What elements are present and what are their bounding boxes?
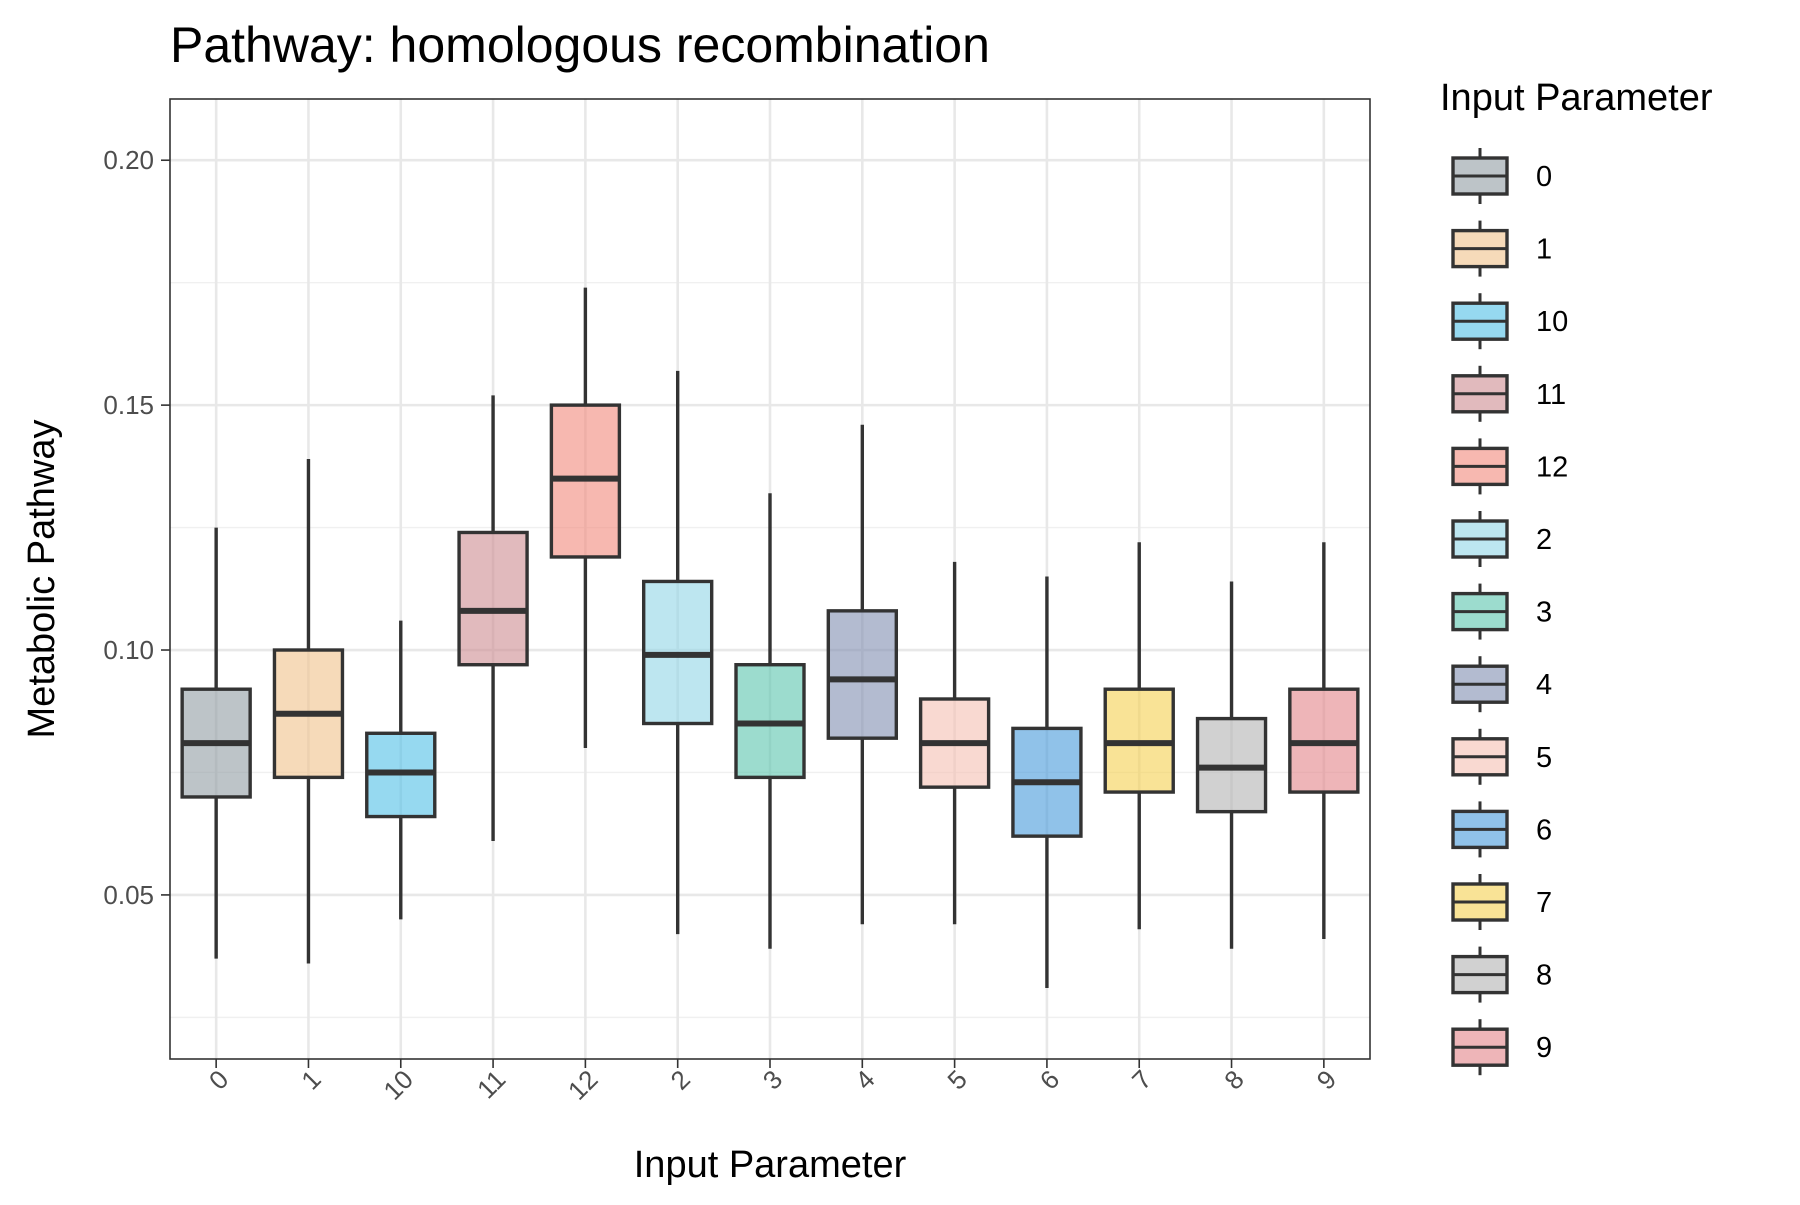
legend-label: 4 — [1536, 669, 1552, 701]
box-2 — [641, 370, 714, 935]
legend-label: 9 — [1536, 1032, 1552, 1064]
legend-label: 3 — [1536, 597, 1552, 629]
box-layer — [180, 287, 1360, 988]
legend-label: 10 — [1536, 306, 1568, 338]
box-3 — [734, 493, 806, 949]
legend-item-2: 2 — [1451, 511, 1552, 567]
legend-title: Input Parameter — [1440, 77, 1713, 119]
box-10 — [365, 620, 437, 920]
legend-label: 6 — [1536, 814, 1552, 846]
legend-item-8: 8 — [1451, 946, 1552, 1003]
legend-item-11: 11 — [1451, 365, 1566, 422]
box-11 — [457, 395, 529, 842]
legend-item-9: 9 — [1451, 1019, 1552, 1076]
box-9 — [1288, 542, 1360, 939]
chart-title: Pathway: homologous recombination — [170, 17, 990, 73]
legend-label: 0 — [1536, 161, 1552, 193]
box-1 — [272, 459, 345, 964]
legend-label: 5 — [1536, 742, 1552, 774]
legend: Input Parameter 0 1 10 11 12 2 3 4 5 6 7 8 9 — [1440, 77, 1713, 1076]
box-4 — [826, 424, 899, 925]
legend-item-5: 5 — [1451, 728, 1552, 785]
box-7 — [1103, 542, 1175, 930]
box-8 — [1195, 581, 1268, 949]
legend-label: 7 — [1536, 887, 1552, 919]
legend-label: 8 — [1536, 960, 1552, 992]
legend-item-10: 10 — [1451, 293, 1568, 350]
box-5 — [918, 561, 991, 925]
legend-label: 12 — [1536, 451, 1568, 483]
legend-item-0: 0 — [1451, 148, 1552, 204]
y-tick-label: 0.20 — [103, 145, 154, 175]
legend-item-6: 6 — [1451, 801, 1552, 858]
x-axis-title: Input Parameter — [634, 1144, 907, 1186]
legend-items: 0 1 10 11 12 2 3 4 5 6 7 8 9 — [1451, 148, 1568, 1076]
legend-label: 11 — [1536, 379, 1566, 411]
y-tick-label: 0.05 — [103, 880, 154, 910]
y-tick-label: 0.10 — [103, 635, 154, 665]
legend-item-1: 1 — [1451, 220, 1552, 277]
legend-item-4: 4 — [1451, 656, 1552, 713]
legend-item-7: 7 — [1451, 874, 1552, 930]
box-6 — [1011, 576, 1083, 988]
legend-item-3: 3 — [1451, 583, 1552, 640]
y-axis-title: Metabolic Pathway — [21, 420, 63, 739]
box-body — [826, 609, 899, 740]
box-body — [457, 530, 529, 667]
box-0 — [180, 527, 252, 959]
box-12 — [549, 287, 622, 748]
legend-item-12: 12 — [1451, 438, 1568, 495]
legend-label: 2 — [1536, 524, 1552, 556]
y-tick-label: 0.15 — [103, 390, 154, 420]
legend-label: 1 — [1536, 234, 1552, 266]
